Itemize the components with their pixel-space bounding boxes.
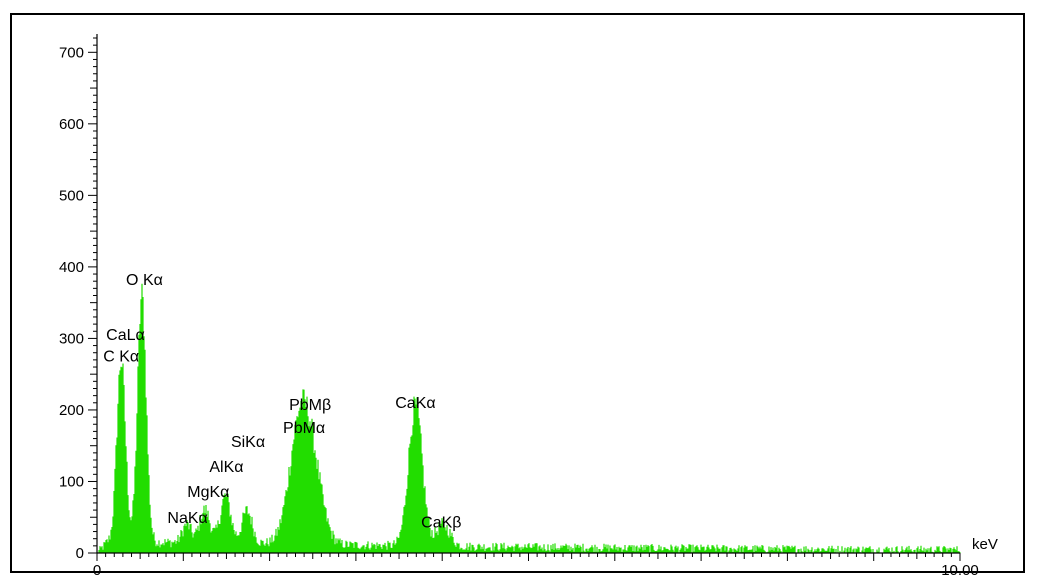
peak-label: SiKα	[231, 434, 265, 451]
peak-label: C Kα	[103, 348, 139, 365]
y-tick-label: 0	[76, 545, 84, 562]
x-tick-label: 10.00	[941, 562, 979, 577]
spectrum-series	[96, 283, 961, 553]
spectrum-layer	[96, 283, 961, 553]
y-tick-label: 600	[59, 116, 84, 133]
y-tick-label: 500	[59, 187, 84, 204]
y-tick-label: 100	[59, 473, 84, 490]
peak-label: PbMβ	[289, 397, 331, 414]
y-tick-label: 200	[59, 402, 84, 419]
axis-layer: 0 100 200 300 400 500 600 700 0 10.00 keV	[59, 34, 998, 577]
chart-frame	[10, 13, 1025, 573]
peak-label: CaKβ	[421, 514, 461, 531]
y-tick-label: 300	[59, 330, 84, 347]
x-tick-label: 0	[93, 562, 101, 577]
peak-label: NaKα	[167, 510, 207, 527]
y-tick-label: 700	[59, 44, 84, 61]
peak-label: O Kα	[126, 272, 163, 289]
y-tick-label: 400	[59, 259, 84, 276]
peak-label: MgKα	[187, 484, 229, 501]
peak-label: CaKα	[395, 395, 435, 412]
peak-label: CaLα	[106, 327, 145, 344]
label-layer: O Kα CaLα C Kα NaKα MgKα AlKα SiKα PbMβ PbMα CaKα…	[103, 272, 461, 531]
x-axis-label: keV	[972, 536, 998, 553]
peak-label: AlKα	[209, 459, 243, 476]
peak-label: PbMα	[283, 420, 325, 437]
